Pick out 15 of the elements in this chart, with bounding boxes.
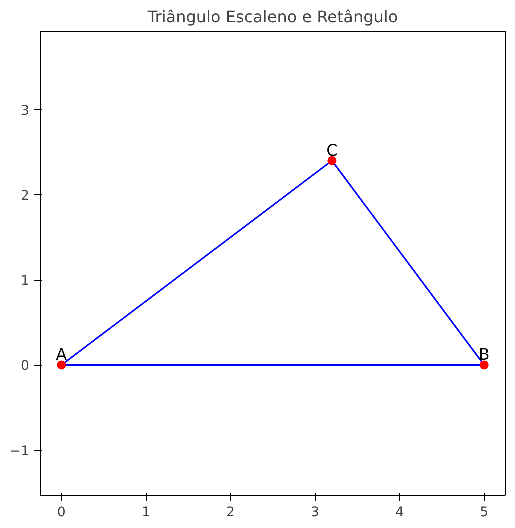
y-tick-label: 3: [21, 104, 30, 119]
annotation: C: [326, 140, 338, 160]
x-tick-label: 3: [311, 506, 320, 520]
y-tick-label: 2: [21, 188, 30, 204]
annotation: A: [56, 345, 68, 364]
x-tick-label: 2: [226, 506, 235, 520]
x-tick-label: 1: [142, 506, 150, 520]
y-tick-label: 1: [21, 274, 30, 290]
y-tick-label: 0: [21, 359, 30, 374]
annotation: B: [478, 345, 490, 364]
y-tick-label: −1: [10, 444, 30, 460]
x-tick-label: 0: [57, 506, 66, 520]
x-tick-label: 4: [396, 506, 404, 520]
x-tick-label: 5: [480, 506, 489, 520]
chart-title: Triângulo Escaleno e Retângulo: [146, 8, 398, 26]
